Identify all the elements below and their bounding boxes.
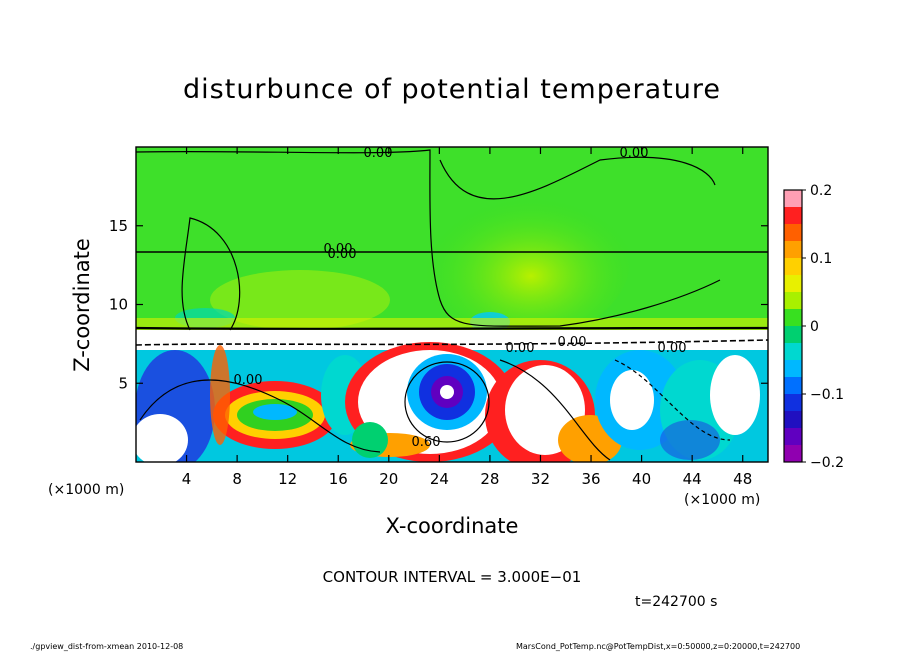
footer-left: ./gpview_dist-from-xmean 2010-12-08 bbox=[30, 642, 184, 651]
contour-lines bbox=[136, 149, 768, 461]
x-tick-label-9: 40 bbox=[632, 470, 651, 488]
colorbar-swatch-11 bbox=[784, 377, 802, 395]
colorbar-swatch-14 bbox=[784, 428, 802, 446]
colorbar-swatch-1 bbox=[784, 207, 802, 225]
colorbar-swatch-12 bbox=[784, 394, 802, 412]
colorbar-label-1: 0.1 bbox=[810, 251, 832, 267]
colorbar-swatch-10 bbox=[784, 360, 802, 378]
footer-right: MarsCond_PotTemp.nc@PotTempDist,x=0:5000… bbox=[516, 642, 801, 651]
colorbar-swatch-15 bbox=[784, 445, 802, 463]
colorbar-swatch-9 bbox=[784, 343, 802, 361]
x-tick-label-6: 28 bbox=[480, 470, 499, 488]
heatmap-field bbox=[136, 147, 768, 462]
colorbar-swatch-13 bbox=[784, 411, 802, 429]
x-axis-ticks: 4 8 12 16 20 24 28 32 36 40 44 48 bbox=[182, 147, 752, 488]
y-tick-label-2: 15 bbox=[109, 217, 128, 235]
y-axis-ticks: 5 10 15 bbox=[109, 217, 768, 392]
contour-label-6: 0.00 bbox=[234, 373, 263, 388]
colorbar-swatch-5 bbox=[784, 275, 802, 293]
x-tick-label-5: 24 bbox=[430, 470, 449, 488]
contour-label-4: 0.00 bbox=[558, 335, 587, 350]
contour-label-3: 0.00 bbox=[506, 341, 535, 356]
colorbar-swatch-6 bbox=[784, 292, 802, 310]
x-tick-label-1: 8 bbox=[232, 470, 242, 488]
x-tick-label-8: 36 bbox=[581, 470, 600, 488]
contour-label-7: 0.60 bbox=[412, 435, 441, 450]
colorbar-label-0: 0.2 bbox=[810, 183, 832, 199]
colorbar: 0.2 0.1 0 −0.1 −0.2 bbox=[783, 183, 844, 471]
x-axis-label: X-coordinate bbox=[385, 514, 519, 538]
contour-label-0: 0.00 bbox=[364, 146, 393, 161]
contour-label-layer: 0.00 0.000.000.00 0.00 0.000.000.600.00 bbox=[234, 146, 687, 450]
contour-label-1: 0.00 bbox=[620, 146, 649, 161]
x-tick-label-0: 4 bbox=[182, 470, 192, 488]
colorbar-swatch-7 bbox=[784, 309, 802, 327]
time-label: t=242700 s bbox=[635, 594, 718, 610]
x-tick-label-3: 16 bbox=[329, 470, 348, 488]
contour-label-2: 0.00 bbox=[324, 242, 353, 257]
colorbar-swatch-3 bbox=[784, 241, 802, 259]
y-tick-label-1: 10 bbox=[109, 296, 128, 314]
contour-label-8: 0.00 bbox=[328, 247, 357, 262]
colorbar-label-3: −0.1 bbox=[810, 387, 844, 403]
contour-interval: CONTOUR INTERVAL = 3.000E−01 bbox=[322, 568, 582, 586]
colorbar-swatch-2 bbox=[784, 224, 802, 242]
y-tick-label-0: 5 bbox=[118, 374, 128, 392]
chart-title: disturbunce of potential temperature bbox=[183, 74, 721, 105]
x-tick-label-4: 20 bbox=[379, 470, 398, 488]
contour-label-5: 0.00 bbox=[658, 341, 687, 356]
colorbar-label-2: 0 bbox=[810, 319, 819, 335]
x-tick-label-2: 12 bbox=[278, 470, 297, 488]
colorbar-label-4: −0.2 bbox=[810, 455, 844, 471]
x-tick-label-7: 32 bbox=[531, 470, 550, 488]
colorbar-swatch-4 bbox=[784, 258, 802, 276]
colorbar-swatch-0 bbox=[784, 190, 802, 208]
x-unit-label-right: (×1000 m) bbox=[684, 492, 761, 508]
colorbar-swatch-8 bbox=[784, 326, 802, 344]
x-tick-label-10: 44 bbox=[683, 470, 702, 488]
x-tick-label-11: 48 bbox=[733, 470, 752, 488]
x-unit-label-left: (×1000 m) bbox=[48, 482, 125, 498]
